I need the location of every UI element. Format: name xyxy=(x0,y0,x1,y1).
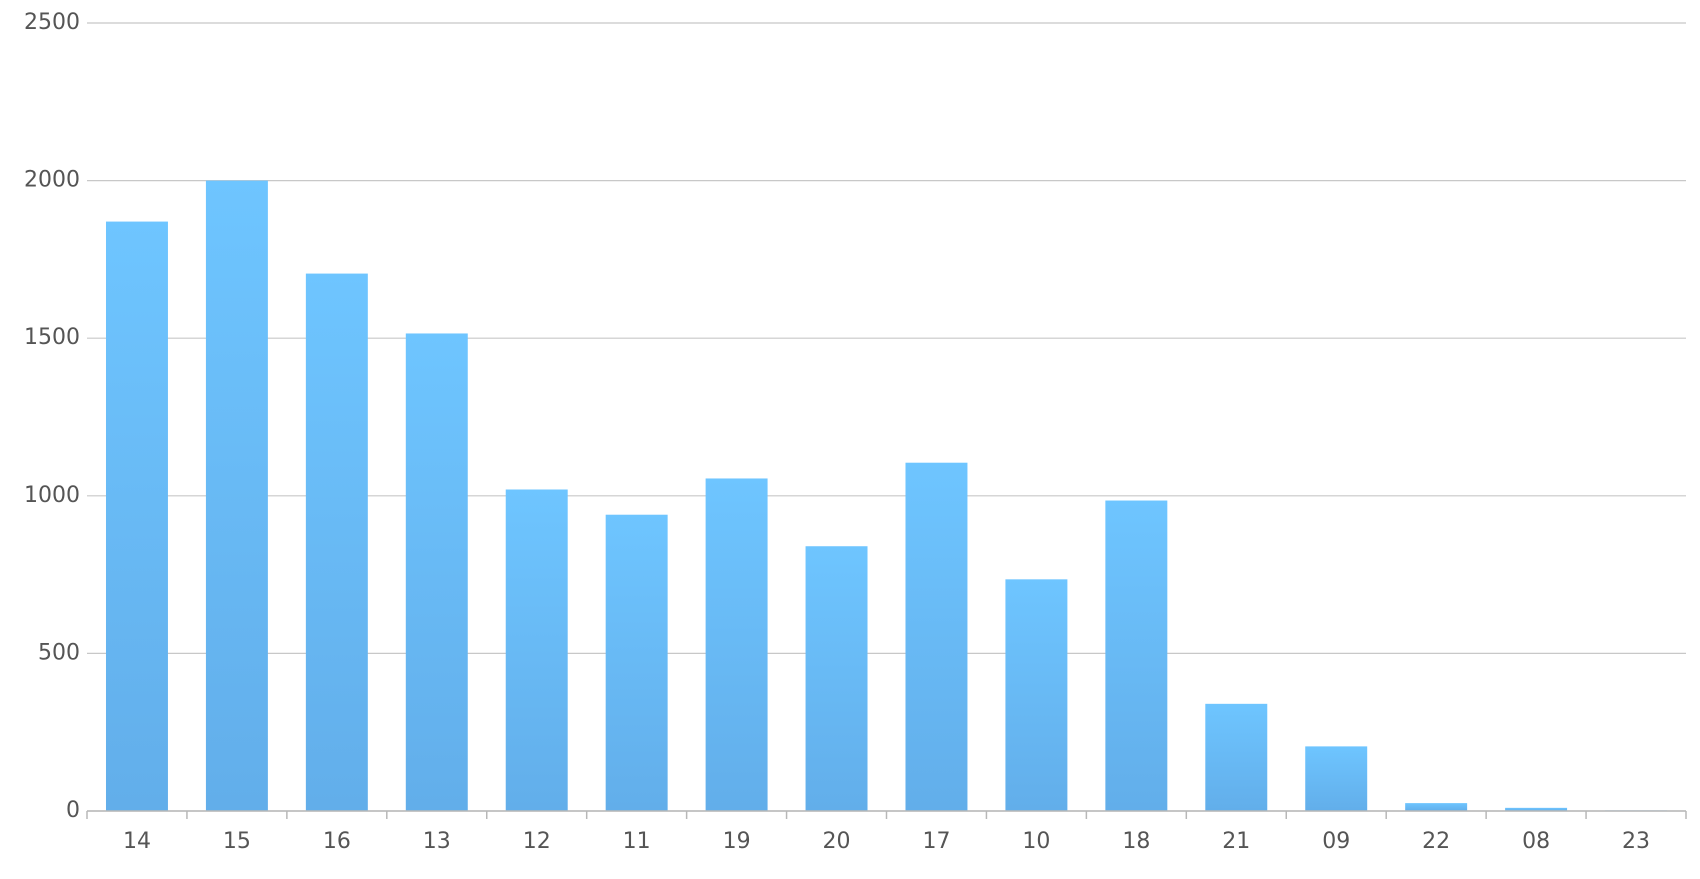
x-tick-label: 19 xyxy=(723,829,751,854)
bar xyxy=(105,221,168,812)
x-tick-label: 22 xyxy=(1422,829,1450,854)
x-tick-label: 09 xyxy=(1322,829,1350,854)
bar xyxy=(205,180,268,812)
y-tick-label: 2000 xyxy=(24,168,80,193)
x-tick-label: 17 xyxy=(922,829,950,854)
y-tick-label: 500 xyxy=(38,640,80,665)
x-tick-label: 14 xyxy=(123,829,151,854)
bar xyxy=(805,546,868,811)
x-tick-label: 18 xyxy=(1122,829,1150,854)
y-tick-label: 1500 xyxy=(24,325,80,350)
bar xyxy=(605,514,668,811)
x-tick-label: 10 xyxy=(1022,829,1050,854)
bar xyxy=(405,333,468,811)
bar xyxy=(705,478,768,811)
bar xyxy=(305,273,368,812)
x-tick-label: 15 xyxy=(223,829,251,854)
y-tick-label: 2500 xyxy=(24,10,80,35)
bar xyxy=(905,462,968,811)
x-tick-label: 12 xyxy=(523,829,551,854)
bar xyxy=(1505,807,1568,811)
x-tick-label: 20 xyxy=(823,829,851,854)
bar xyxy=(1105,500,1168,811)
bar xyxy=(1005,579,1068,811)
x-tick-label: 21 xyxy=(1222,829,1250,854)
bar xyxy=(1205,703,1268,811)
bar xyxy=(505,489,568,811)
x-tick-label: 08 xyxy=(1522,829,1550,854)
y-tick-label: 1000 xyxy=(24,483,80,508)
bar xyxy=(1305,746,1368,811)
y-tick-label: 0 xyxy=(66,798,80,823)
x-tick-label: 16 xyxy=(323,829,351,854)
x-tick-label: 11 xyxy=(623,829,651,854)
bar xyxy=(1405,803,1468,811)
x-tick-label: 23 xyxy=(1622,829,1650,854)
x-tick-label: 13 xyxy=(423,829,451,854)
